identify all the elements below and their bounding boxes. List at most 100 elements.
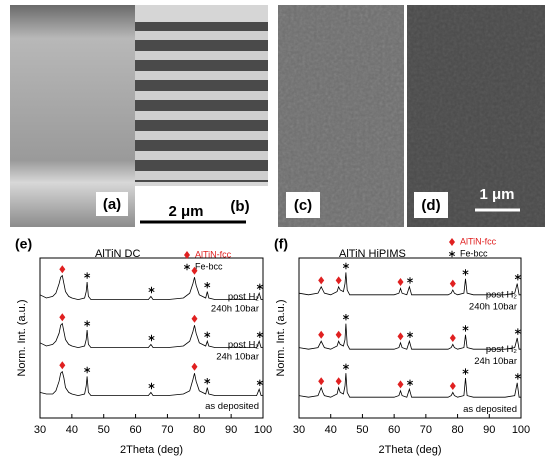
x-tick-label: 80 xyxy=(451,424,463,436)
peak-marker xyxy=(406,331,414,338)
peak-marker xyxy=(148,334,155,342)
legend-label: AlTiN-fcc xyxy=(460,236,497,246)
legend-symbol xyxy=(184,251,190,259)
curve-label: as deposited xyxy=(463,404,517,415)
scale-bar-label: 2 μm xyxy=(168,203,203,220)
peak-marker xyxy=(318,377,325,386)
legend-symbol xyxy=(449,238,455,246)
peak-marker xyxy=(335,377,342,386)
x-axis-label: 2Theta (deg) xyxy=(379,444,442,456)
x-tick-label: 90 xyxy=(225,424,237,436)
legend-label: AlTiN-fcc xyxy=(195,249,232,259)
curve-label: 240h 10bar xyxy=(469,302,517,313)
peak-marker xyxy=(204,282,211,289)
sem-images: (a) (b) 2 μm (c) (d) 1 μm xyxy=(10,5,545,227)
peak-marker xyxy=(204,331,211,338)
chart-title: AlTiN HiPIMS xyxy=(339,248,406,260)
x-tick-label: 50 xyxy=(356,424,368,436)
xrd-curve xyxy=(39,322,263,349)
peak-marker xyxy=(204,378,211,385)
peak-marker xyxy=(191,362,198,371)
peak-marker xyxy=(335,276,342,285)
panel-label: (d) xyxy=(421,197,440,214)
xrd-curve xyxy=(298,323,521,350)
label-box xyxy=(96,192,128,216)
image-a xyxy=(10,5,135,227)
peak-marker xyxy=(449,382,456,390)
peak-marker xyxy=(397,380,404,389)
x-tick-label: 60 xyxy=(388,424,400,436)
peak-marker xyxy=(191,314,198,323)
peak-marker xyxy=(342,314,349,321)
xrd-curve xyxy=(298,272,521,296)
peak-marker xyxy=(406,379,414,386)
x-tick-label: 90 xyxy=(483,424,495,436)
peak-marker xyxy=(406,277,414,284)
scale-bar-label: 1 μm xyxy=(479,186,514,203)
peak-marker xyxy=(342,262,349,270)
panel-label: (b) xyxy=(230,198,249,215)
peak-marker xyxy=(191,266,198,275)
panel-label: (c) xyxy=(294,197,312,214)
peak-marker xyxy=(84,366,91,374)
peak-marker xyxy=(84,272,91,279)
panel-label: (a) xyxy=(103,196,121,213)
legend-label: Fe-bcc xyxy=(460,248,488,258)
curve-label: 24h 10bar xyxy=(216,351,259,362)
curve-label: 240h 10bar xyxy=(211,303,259,314)
chart-title: AlTiN DC xyxy=(95,248,140,260)
peak-marker xyxy=(514,373,521,380)
peak-marker xyxy=(397,278,404,286)
x-tick-label: 30 xyxy=(34,424,46,436)
peak-marker xyxy=(462,269,469,276)
x-tick-label: 30 xyxy=(293,424,305,436)
x-tick-label: 50 xyxy=(98,424,110,436)
peak-marker xyxy=(256,331,263,338)
x-tick-label: 100 xyxy=(254,424,272,436)
curve-label: post H₂ xyxy=(228,291,259,302)
x-tick-label: 70 xyxy=(420,424,432,436)
peak-marker xyxy=(462,368,469,375)
peak-marker xyxy=(59,313,66,322)
x-tick-label: 70 xyxy=(161,424,173,436)
xrd-curve xyxy=(298,373,521,398)
x-tick-label: 60 xyxy=(129,424,141,436)
peak-marker xyxy=(514,274,521,281)
peak-marker xyxy=(256,283,263,290)
peak-marker xyxy=(342,363,349,370)
curve-label: post H₂ xyxy=(228,339,259,350)
image-c-texture xyxy=(278,5,404,227)
peak-marker xyxy=(84,320,91,327)
legend-label: Fe-bcc xyxy=(195,261,223,271)
x-tick-label: 80 xyxy=(193,424,205,436)
panel-label: (e) xyxy=(15,236,32,252)
peak-marker xyxy=(335,330,342,339)
xrd-curve xyxy=(39,274,263,301)
xrd-curve xyxy=(39,370,263,397)
image-b-layers xyxy=(135,22,268,182)
peak-marker xyxy=(462,325,469,332)
legend-symbol xyxy=(448,250,456,258)
peak-marker xyxy=(318,276,325,285)
x-tick-label: 40 xyxy=(66,424,78,436)
panel-label: (f) xyxy=(274,236,288,252)
peak-marker xyxy=(449,279,456,288)
curve-label: as deposited xyxy=(205,401,259,412)
scale-box xyxy=(135,186,268,227)
label-box xyxy=(286,192,320,218)
peak-marker xyxy=(514,328,521,335)
plot-frame xyxy=(298,257,522,419)
peak-marker xyxy=(148,286,155,294)
peak-marker xyxy=(256,379,263,386)
image-d-texture xyxy=(407,5,545,227)
x-tick-label: 40 xyxy=(325,424,337,436)
peak-marker xyxy=(59,265,66,274)
peak-marker xyxy=(397,332,404,341)
curve-label: post H₂ xyxy=(486,344,517,355)
peak-marker xyxy=(318,330,325,339)
peak-marker xyxy=(148,382,155,390)
curve-label: 24h 10bar xyxy=(474,356,517,367)
plot-frame xyxy=(39,257,264,419)
x-axis-label: 2Theta (deg) xyxy=(120,444,183,456)
